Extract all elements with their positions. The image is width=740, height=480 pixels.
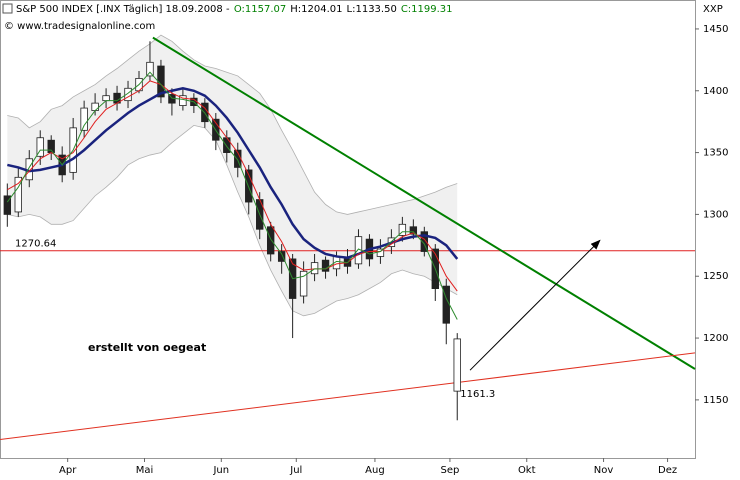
- y-tick-label: 1400: [703, 86, 728, 97]
- header-open: O:1157.07: [234, 4, 286, 15]
- axis-label: XXP: [703, 4, 723, 15]
- header: S&P 500 INDEX [.INX Täglich] 18.09.2008 …: [16, 4, 453, 15]
- y-tick-label: 1350: [703, 148, 728, 159]
- candle-body: [124, 87, 132, 102]
- y-tick-label: 1300: [703, 209, 728, 220]
- x-tick-label: Aug: [365, 465, 385, 476]
- x-tick-label: Sep: [440, 465, 459, 476]
- candle-body: [299, 270, 308, 297]
- trendline: [0, 352, 696, 440]
- candle-body: [146, 61, 154, 77]
- y-tick-label: 1200: [703, 333, 728, 344]
- header-title: S&P 500 INDEX [.INX Täglich] 18.09.2008 …: [16, 4, 230, 15]
- header-close: C:1199.31: [401, 4, 453, 15]
- candle-body: [453, 338, 461, 392]
- band-fill: [7, 35, 458, 316]
- header-high: H:1204.01: [290, 4, 342, 15]
- candle-body: [3, 195, 12, 215]
- candle-body: [409, 226, 418, 235]
- candle-body: [80, 107, 88, 131]
- x-tick-label: Jul: [289, 465, 302, 476]
- candle-body: [14, 176, 22, 213]
- moving-average: [7, 87, 459, 260]
- y-tick-label: 1450: [703, 24, 728, 35]
- x-tick-label: Nov: [594, 465, 614, 476]
- horizontal-line-label: 1270.64: [15, 239, 56, 250]
- band-upper: [7, 34, 458, 215]
- watermark: © www.tradesignalonline.com: [4, 21, 155, 32]
- candle-body: [91, 102, 99, 111]
- plot-frame: [0, 0, 696, 459]
- band-lower: [7, 124, 458, 317]
- arrow: [469, 239, 601, 371]
- candle-body: [36, 137, 44, 157]
- candle-body: [420, 231, 429, 252]
- candle-body: [277, 251, 286, 262]
- trendline: [152, 36, 696, 370]
- candle-body: [266, 226, 275, 255]
- header-low: L:1133.50: [347, 4, 397, 15]
- candle-body: [321, 259, 330, 272]
- x-tick-label: Okt: [518, 465, 536, 476]
- x-tick-label: Apr: [59, 465, 77, 476]
- candle-body: [398, 223, 407, 236]
- x-tick-label: Jun: [212, 465, 229, 476]
- y-tick-label: 1150: [703, 395, 728, 406]
- x-tick-label: Dez: [658, 465, 677, 476]
- annotation: erstellt von oegeat: [88, 341, 206, 354]
- moving-average: [6, 71, 458, 320]
- y-tick-label: 1250: [703, 271, 728, 282]
- header-icon: [2, 3, 13, 14]
- low-label: 1161.3: [460, 389, 495, 400]
- x-tick-label: Mai: [136, 465, 154, 476]
- candle-body: [223, 137, 231, 153]
- candle-body: [102, 95, 110, 102]
- candle-body: [310, 262, 319, 275]
